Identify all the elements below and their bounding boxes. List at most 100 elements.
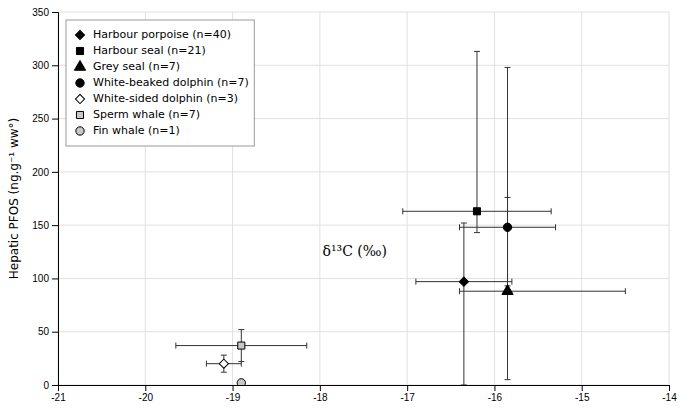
grid-line-y — [58, 171, 669, 172]
tick-label: 150 — [32, 220, 49, 231]
tick-mark — [52, 225, 58, 226]
tick: 300 — [32, 60, 58, 71]
tick-label: -21 — [51, 392, 66, 403]
axis-line — [52, 13, 59, 386]
tick-mark — [407, 385, 408, 391]
tick-mark — [52, 119, 58, 120]
y-error-bar — [238, 330, 244, 362]
tick: -17 — [400, 385, 415, 403]
plot: -21 -20 -19 -18 -17 -16 -15 -14 0 50 100 150 200 250 3… — [32, 7, 677, 403]
legend-item: White-sided dolphin (n=3) — [75, 92, 238, 105]
tick: 350 — [32, 7, 58, 18]
tick-mark — [52, 65, 58, 66]
legend-label: Sperm whale (n=7) — [93, 108, 200, 121]
legend-label: Grey seal (n=7) — [93, 60, 180, 73]
legend-label: White-beaked dolphin (n=7) — [93, 76, 249, 89]
x-error-bar — [176, 343, 307, 349]
legend-item: White-beaked dolphin (n=7) — [76, 76, 249, 89]
grid-line-x — [319, 12, 320, 385]
legend-symbol — [76, 111, 83, 118]
grid-line-y — [58, 278, 669, 279]
x-error-bar — [403, 208, 551, 214]
grid — [58, 12, 669, 385]
legend: Harbour porpoise (n=40) Harbour seal (n=2… — [66, 20, 254, 146]
grid-line-y — [58, 12, 669, 13]
legend-item: Grey seal (n=7) — [74, 60, 180, 73]
tick-mark — [52, 12, 58, 13]
tick-mark — [52, 278, 58, 279]
legend-symbol — [76, 79, 84, 87]
tick: -21 — [51, 385, 66, 403]
tick: 50 — [38, 326, 58, 337]
point — [502, 285, 513, 295]
tick-label: 350 — [32, 7, 49, 18]
y-error-bar — [505, 67, 511, 285]
legend-item: Fin whale (n=1) — [76, 124, 180, 137]
legend-item: Harbour seal (n=21) — [76, 44, 205, 57]
tick-label: 50 — [38, 326, 50, 337]
y-error-bar — [461, 223, 467, 385]
tick-mark — [145, 385, 146, 391]
chart: -21 -20 -19 -18 -17 -16 -15 -14 0 50 100 150 200 250 3… — [0, 0, 687, 413]
legend-label: White-sided dolphin (n=3) — [93, 92, 238, 105]
tick-label: 100 — [32, 273, 49, 284]
tick-label: -18 — [313, 392, 328, 403]
tick-label: -14 — [662, 392, 677, 403]
tick: -16 — [488, 385, 503, 403]
tick: -19 — [226, 385, 241, 403]
tick: -20 — [139, 385, 154, 403]
annotation: δ¹³C (‰) — [323, 243, 388, 259]
tick-mark — [320, 385, 321, 391]
tick: 250 — [32, 113, 58, 124]
legend-label: Harbour porpoise (n=40) — [93, 28, 231, 41]
grid-line-x — [669, 12, 670, 385]
tick-label: 200 — [32, 167, 49, 178]
tick-label: 0 — [43, 380, 49, 391]
y-error-bar — [474, 51, 480, 232]
tick-mark — [52, 332, 58, 333]
legend-label: Fin whale (n=1) — [93, 124, 180, 137]
legend-symbol — [75, 94, 84, 103]
legend-symbol — [74, 60, 85, 70]
y-axis: 0 50 100 150 200 250 300 350 — [32, 7, 58, 391]
tick: 0 — [43, 380, 58, 391]
tick: 200 — [32, 167, 58, 178]
x-error-bar — [460, 288, 626, 294]
tick-mark — [52, 172, 58, 173]
tick-label: 250 — [32, 113, 49, 124]
grid-line-y — [58, 225, 669, 226]
points — [219, 208, 513, 385]
y-axis-title: Hepatic PFOS (ng.g⁻¹ ww°) — [7, 118, 21, 279]
tick-mark — [233, 385, 234, 391]
tick-mark — [494, 385, 495, 391]
grid-line-x — [494, 12, 495, 385]
legend-symbol — [75, 30, 84, 39]
point — [503, 223, 511, 231]
tick-mark — [582, 385, 583, 391]
grid-line-y — [58, 331, 669, 332]
tick-label: 300 — [32, 60, 49, 71]
tick: 100 — [32, 273, 58, 284]
point — [237, 379, 245, 385]
legend-item: Harbour porpoise (n=40) — [75, 28, 231, 41]
tick: -18 — [313, 385, 328, 403]
tick-label: -15 — [575, 392, 590, 403]
point — [459, 277, 468, 286]
legend-label: Harbour seal (n=21) — [93, 44, 206, 57]
axis-line — [59, 386, 670, 392]
legend-symbol — [76, 127, 84, 135]
tick-label: -20 — [139, 392, 154, 403]
grid-line-x — [407, 12, 408, 385]
legend-box — [66, 20, 254, 146]
x-axis: -21 -20 -19 -18 -17 -16 -15 -14 — [51, 385, 677, 403]
grid-line-x — [581, 12, 582, 385]
point — [238, 342, 245, 349]
tick: -15 — [575, 385, 590, 403]
point — [473, 208, 480, 215]
point — [219, 359, 228, 368]
tick-label: -17 — [400, 392, 415, 403]
tick: -14 — [662, 385, 677, 403]
tick-label: -19 — [226, 392, 241, 403]
legend-symbol — [76, 47, 83, 54]
tick-label: -16 — [488, 392, 503, 403]
